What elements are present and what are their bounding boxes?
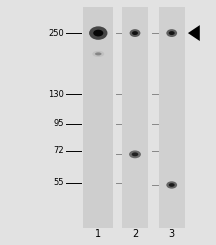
Bar (159, 7, 185, 228)
Text: 1: 1 (95, 229, 101, 239)
Ellipse shape (130, 29, 140, 37)
Ellipse shape (166, 29, 177, 37)
Ellipse shape (93, 30, 103, 37)
Bar (122, 7, 148, 228)
Ellipse shape (132, 31, 138, 35)
Ellipse shape (92, 51, 104, 57)
Text: 2: 2 (132, 229, 138, 239)
Text: 55: 55 (53, 178, 64, 187)
Text: 250: 250 (48, 29, 64, 37)
Ellipse shape (132, 152, 138, 156)
Ellipse shape (129, 150, 141, 158)
Text: 130: 130 (48, 90, 64, 99)
Ellipse shape (95, 52, 102, 55)
Ellipse shape (169, 31, 175, 35)
Ellipse shape (169, 183, 175, 187)
Text: 72: 72 (53, 146, 64, 155)
Bar (83, 7, 113, 228)
Ellipse shape (166, 181, 177, 189)
Text: 95: 95 (53, 119, 64, 128)
Ellipse shape (89, 26, 108, 40)
Text: 3: 3 (169, 229, 175, 239)
Polygon shape (188, 25, 200, 41)
